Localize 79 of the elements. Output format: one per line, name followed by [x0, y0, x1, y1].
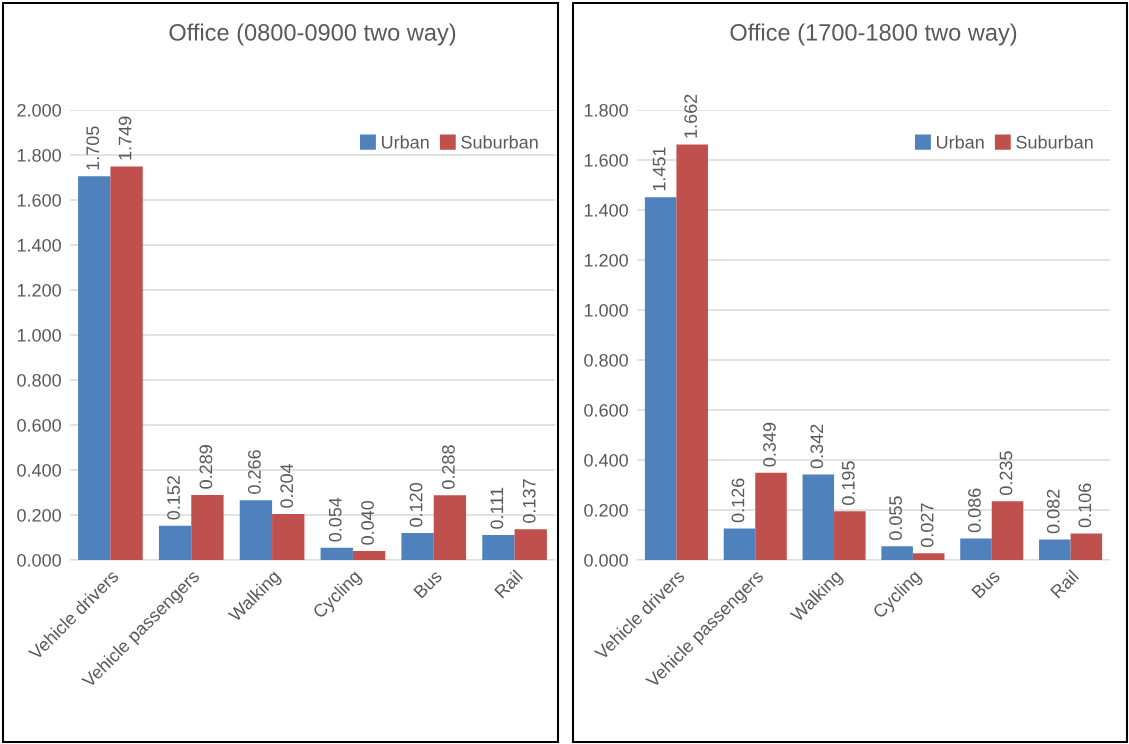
- data-label: 0.040: [361, 500, 374, 545]
- data-label: 0.266: [247, 450, 261, 494]
- bar: [110, 166, 143, 560]
- legend-label: Urban: [936, 135, 984, 149]
- data-label: 0.235: [999, 451, 1013, 495]
- bar: [834, 511, 866, 560]
- bar: [239, 500, 273, 560]
- y-tick-label: 1.800: [17, 148, 61, 162]
- bar: [755, 472, 787, 560]
- legend-label: Suburban: [1016, 135, 1093, 149]
- data-label: 0.055: [889, 496, 902, 540]
- bar: [881, 546, 913, 560]
- data-label: 0.152: [167, 475, 180, 520]
- bar: [352, 551, 386, 560]
- bar: [960, 538, 992, 560]
- legend-label: Suburban: [461, 135, 538, 149]
- data-label: 0.086: [968, 488, 981, 533]
- y-tick-label: 0.600: [584, 403, 628, 417]
- data-label: 0.342: [810, 424, 824, 469]
- y-tick-label: 0.800: [17, 373, 61, 387]
- y-tick-label: 1.600: [17, 193, 61, 207]
- data-label: 0.288: [441, 445, 455, 489]
- x-tick-label: Rail: [1049, 569, 1080, 599]
- y-tick-label: 1.600: [584, 153, 628, 167]
- data-label: 0.082: [1046, 489, 1060, 534]
- data-label: 0.126: [731, 478, 745, 523]
- data-label: 0.120: [409, 482, 423, 527]
- bar: [433, 495, 467, 560]
- bar: [991, 501, 1024, 560]
- bar: [1070, 533, 1103, 560]
- data-label: 0.054: [328, 497, 342, 542]
- bar: [723, 528, 756, 560]
- bar: [320, 547, 353, 560]
- y-tick-label: 0.000: [17, 553, 61, 567]
- y-tick-label: 1.800: [584, 103, 628, 117]
- bar: [272, 514, 305, 560]
- bar: [644, 197, 677, 560]
- bar: [912, 553, 945, 560]
- bar: [482, 535, 515, 560]
- x-tick-label: Bus: [971, 569, 1001, 599]
- chart-title: Office (0800-0900 two way): [169, 23, 456, 46]
- bar: [676, 144, 708, 560]
- y-tick-label: 0.400: [17, 463, 61, 477]
- y-tick-label: 2.000: [17, 103, 61, 117]
- data-label: 0.195: [841, 461, 855, 505]
- bar: [802, 474, 835, 560]
- y-tick-label: 1.400: [17, 238, 61, 252]
- y-tick-label: 1.200: [584, 253, 628, 267]
- data-label: 1.705: [86, 126, 100, 170]
- bar: [401, 533, 434, 560]
- data-label: 0.111: [490, 487, 504, 529]
- bar: [1039, 539, 1071, 560]
- y-tick-label: 0.200: [584, 503, 628, 517]
- bar: [158, 525, 192, 560]
- y-tick-label: 0.800: [584, 353, 628, 367]
- data-label: 0.027: [920, 503, 934, 547]
- bar: [191, 494, 224, 560]
- data-label: 0.204: [280, 463, 294, 508]
- data-label: 0.106: [1078, 483, 1092, 528]
- y-tick-label: 0.400: [584, 453, 628, 467]
- y-tick-label: 0.200: [17, 508, 61, 522]
- data-label: 1.662: [684, 94, 698, 138]
- legend-label: Urban: [381, 135, 429, 149]
- y-tick-label: 0.000: [584, 553, 628, 567]
- data-label: 0.289: [199, 445, 213, 489]
- data-label: 1.749: [118, 116, 132, 160]
- data-label: 0.349: [763, 422, 776, 467]
- bar: [78, 176, 111, 560]
- y-tick-label: 1.200: [17, 283, 61, 297]
- y-tick-label: 1.000: [584, 303, 628, 317]
- x-tick-label: Bus: [413, 569, 443, 599]
- y-tick-label: 1.400: [584, 203, 628, 217]
- bar: [514, 529, 547, 560]
- y-tick-label: 0.600: [17, 418, 61, 432]
- data-label: 0.137: [522, 479, 536, 523]
- x-tick-label: Rail: [493, 569, 524, 599]
- y-tick-label: 1.000: [17, 328, 61, 342]
- data-label: 1.451: [652, 147, 666, 191]
- chart-title: Office (1700-1800 two way): [730, 23, 1017, 46]
